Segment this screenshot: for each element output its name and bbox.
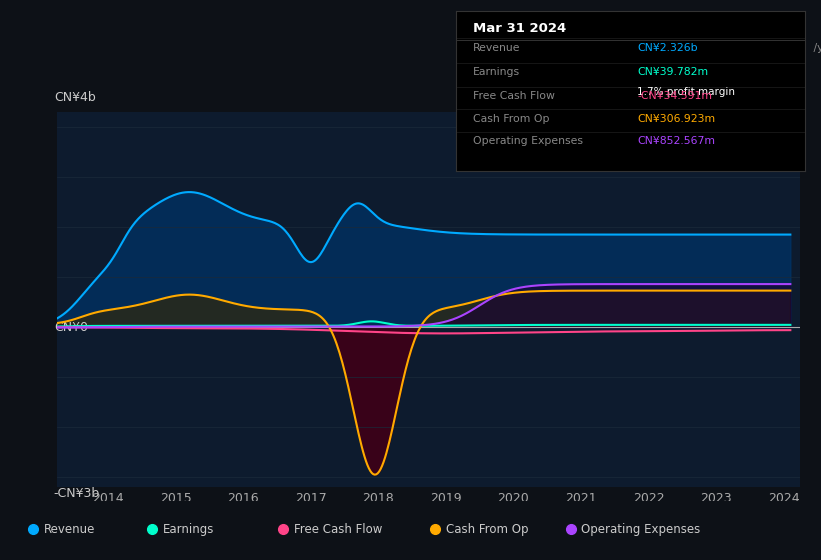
Text: Revenue: Revenue: [473, 43, 521, 53]
Text: Revenue: Revenue: [44, 523, 95, 536]
Text: CN¥2.326b: CN¥2.326b: [637, 43, 698, 53]
Text: -CN¥34.591m: -CN¥34.591m: [637, 91, 712, 101]
Text: Free Cash Flow: Free Cash Flow: [294, 523, 383, 536]
Text: Earnings: Earnings: [163, 523, 214, 536]
Text: Mar 31 2024: Mar 31 2024: [473, 22, 566, 35]
Text: CN¥0: CN¥0: [53, 321, 88, 334]
Text: CN¥39.782m: CN¥39.782m: [637, 67, 709, 77]
Text: /yr: /yr: [810, 43, 821, 53]
Text: Operating Expenses: Operating Expenses: [581, 523, 700, 536]
Text: Cash From Op: Cash From Op: [446, 523, 528, 536]
Text: CN¥852.567m: CN¥852.567m: [637, 136, 715, 146]
Text: Free Cash Flow: Free Cash Flow: [473, 91, 555, 101]
Text: -CN¥3b: -CN¥3b: [53, 487, 100, 500]
Text: Cash From Op: Cash From Op: [473, 114, 549, 124]
Text: Earnings: Earnings: [473, 67, 521, 77]
Text: CN¥306.923m: CN¥306.923m: [637, 114, 715, 124]
Text: CN¥4b: CN¥4b: [53, 91, 95, 105]
Text: 1.7% profit margin: 1.7% profit margin: [637, 87, 735, 96]
Text: Operating Expenses: Operating Expenses: [473, 136, 583, 146]
